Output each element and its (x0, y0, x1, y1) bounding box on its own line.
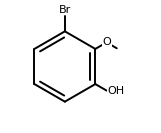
Text: OH: OH (107, 86, 124, 96)
Text: O: O (102, 37, 111, 47)
Text: Br: Br (59, 5, 71, 15)
